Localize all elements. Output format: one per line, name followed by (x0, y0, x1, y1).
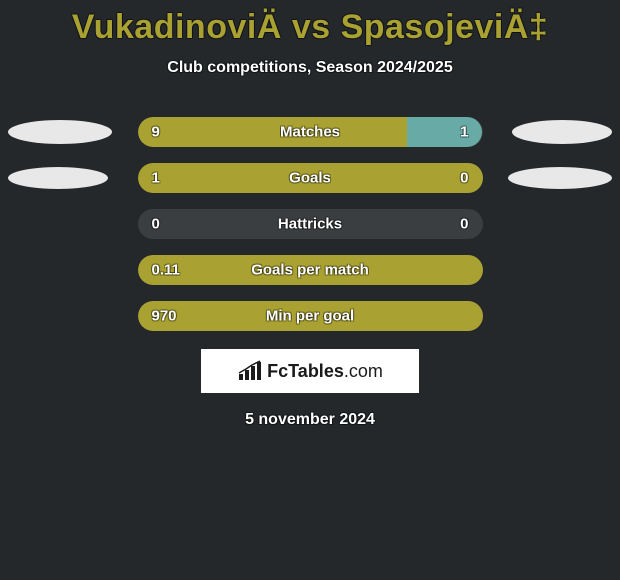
stat-bar: 1 0 Goals (138, 163, 483, 193)
logo-text-bold: FcTables (267, 361, 344, 381)
stat-label: Matches (280, 124, 340, 141)
stat-bar: 970 Min per goal (138, 301, 483, 331)
player-oval-right (512, 120, 612, 144)
logo-text: FcTables.com (267, 361, 383, 382)
logo-box: FcTables.com (201, 349, 419, 393)
stat-label: Goals per match (251, 262, 369, 279)
stat-value-left: 9 (152, 124, 160, 141)
stat-row: 9 1 Matches (0, 117, 620, 147)
stat-row: 1 0 Goals (0, 163, 620, 193)
stat-value-right: 0 (460, 170, 468, 187)
stat-row: 0.11 Goals per match (0, 255, 620, 285)
stat-bar: 9 1 Matches (138, 117, 483, 147)
stat-value-right: 1 (460, 124, 468, 141)
page-subtitle: Club competitions, Season 2024/2025 (0, 59, 620, 77)
logo: FcTables.com (237, 360, 383, 382)
bar-left-fill (138, 117, 407, 147)
player-oval-right (508, 167, 612, 189)
page-root: VukadinoviÄ vs SpasojeviÄ‡ Club competit… (0, 0, 620, 580)
chart-icon (237, 360, 263, 382)
page-title: VukadinoviÄ vs SpasojeviÄ‡ (0, 0, 620, 47)
stat-value-left: 0.11 (152, 262, 180, 279)
stat-value-left: 0 (152, 216, 160, 233)
bar-right-fill (407, 117, 483, 147)
date-line: 5 november 2024 (0, 411, 620, 429)
player-oval-left (8, 120, 112, 144)
logo-text-thin: .com (344, 361, 383, 381)
stat-label: Goals (289, 170, 331, 187)
stat-bar: 0.11 Goals per match (138, 255, 483, 285)
stat-value-left: 1 (152, 170, 160, 187)
stat-row: 970 Min per goal (0, 301, 620, 331)
stats-area: 9 1 Matches 1 0 Goals 0 0 Hattricks 0.11 Goals per… (0, 117, 620, 331)
stat-label: Min per goal (266, 308, 354, 325)
stat-label: Hattricks (278, 216, 342, 233)
stat-value-left: 970 (152, 308, 177, 325)
stat-bar: 0 0 Hattricks (138, 209, 483, 239)
stat-row: 0 0 Hattricks (0, 209, 620, 239)
player-oval-left (8, 167, 108, 189)
stat-value-right: 0 (460, 216, 468, 233)
